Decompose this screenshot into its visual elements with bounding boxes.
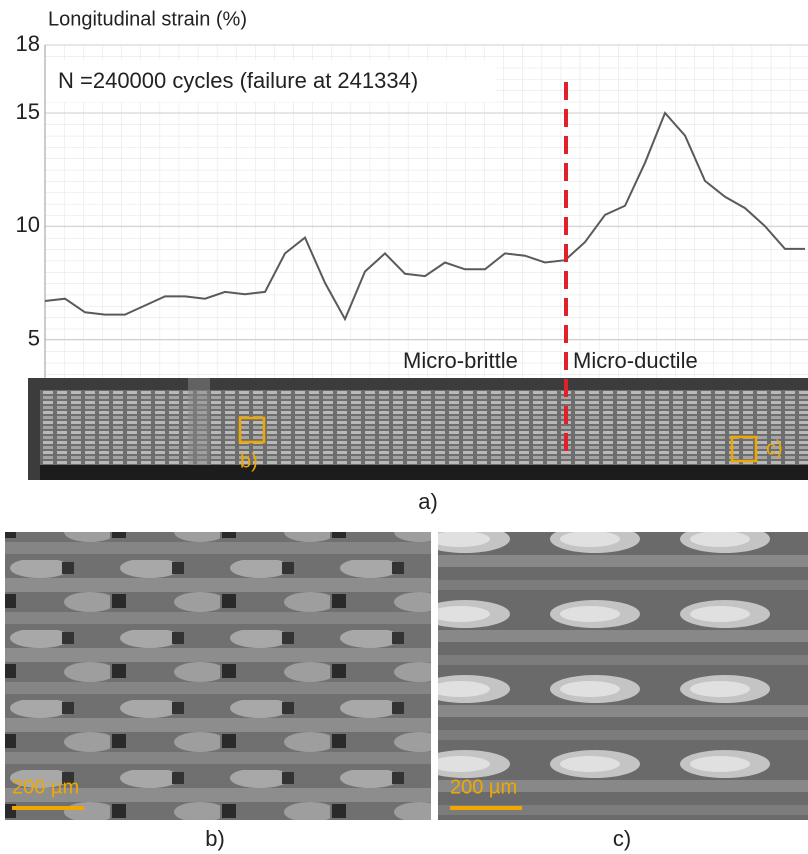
marker-box: [238, 416, 266, 444]
scale-bar-label: 200 µm: [450, 776, 517, 798]
y-tick-label: 18: [16, 31, 40, 56]
data-line: [44, 111, 805, 322]
sem-image: [5, 532, 431, 820]
annotation: N =240000 cycles (failure at 241334): [58, 68, 418, 93]
sem-image: [438, 532, 808, 820]
panel-label: c): [613, 826, 631, 851]
scale-bar-label: 200 µm: [12, 776, 79, 798]
y-axis-label: Longitudinal strain (%): [48, 8, 247, 30]
strip-band: [188, 378, 210, 480]
y-tick-label: 15: [16, 99, 40, 124]
y-tick-label: 5: [28, 325, 40, 350]
region-label: Micro-brittle: [403, 348, 518, 373]
marker-label: b): [240, 450, 258, 472]
marker-label: c): [766, 437, 783, 459]
strip-footer: [40, 465, 808, 480]
panel-label: a): [418, 489, 438, 514]
region-label: Micro-ductile: [573, 348, 698, 373]
annotation-box: [46, 60, 496, 102]
specimen-image: [40, 390, 808, 465]
y-tick-label: 10: [16, 212, 40, 237]
panel-label: b): [205, 826, 225, 851]
marker-box: [730, 435, 758, 463]
